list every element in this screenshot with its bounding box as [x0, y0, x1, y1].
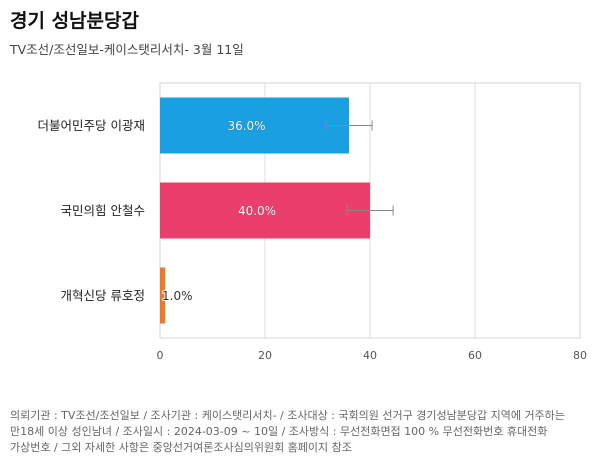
x-tick-label: 20 — [258, 349, 272, 362]
x-tick-label: 60 — [468, 349, 482, 362]
footnote-line-2: 만18세 이상 성인남녀 / 조사일시 : 2024-03-09 ~ 10일 /… — [10, 425, 548, 438]
bar-chart: 0 20 40 60 80 더불어민주당 이광재 36.0% 국민의힘 안철수 40.0% 개혁신… — [38, 82, 587, 362]
bar — [160, 182, 370, 239]
value-label: 40.0% — [238, 204, 276, 218]
survey-footnote: 의뢰기관 : TV조선/조선일보 / 조사기관 : 케이스탯리서치- / 조사대… — [10, 408, 594, 456]
value-label: 1.0% — [162, 289, 193, 303]
chart-title: 경기 성남분당갑 — [10, 10, 139, 32]
x-tick-label: 40 — [363, 349, 377, 362]
footnote-line-1: 의뢰기관 : TV조선/조선일보 / 조사기관 : 케이스탯리서치- / 조사대… — [10, 409, 565, 422]
category-label: 더불어민주당 이광재 — [38, 118, 145, 133]
footnote-line-3: 가상번호 / 그외 자세한 사항은 중앙선거여론조사심의위원회 홈페이지 참조 — [10, 441, 352, 454]
x-tick-label: 80 — [573, 349, 587, 362]
category-label: 국민의힘 안철수 — [61, 203, 145, 218]
category-label: 개혁신당 류호정 — [61, 288, 145, 303]
value-label: 36.0% — [227, 119, 265, 133]
bar — [160, 97, 349, 154]
x-tick-label: 0 — [157, 349, 164, 362]
chart-subtitle: TV조선/조선일보-케이스탯리서치- 3월 11일 — [10, 42, 244, 57]
bar — [160, 267, 166, 324]
